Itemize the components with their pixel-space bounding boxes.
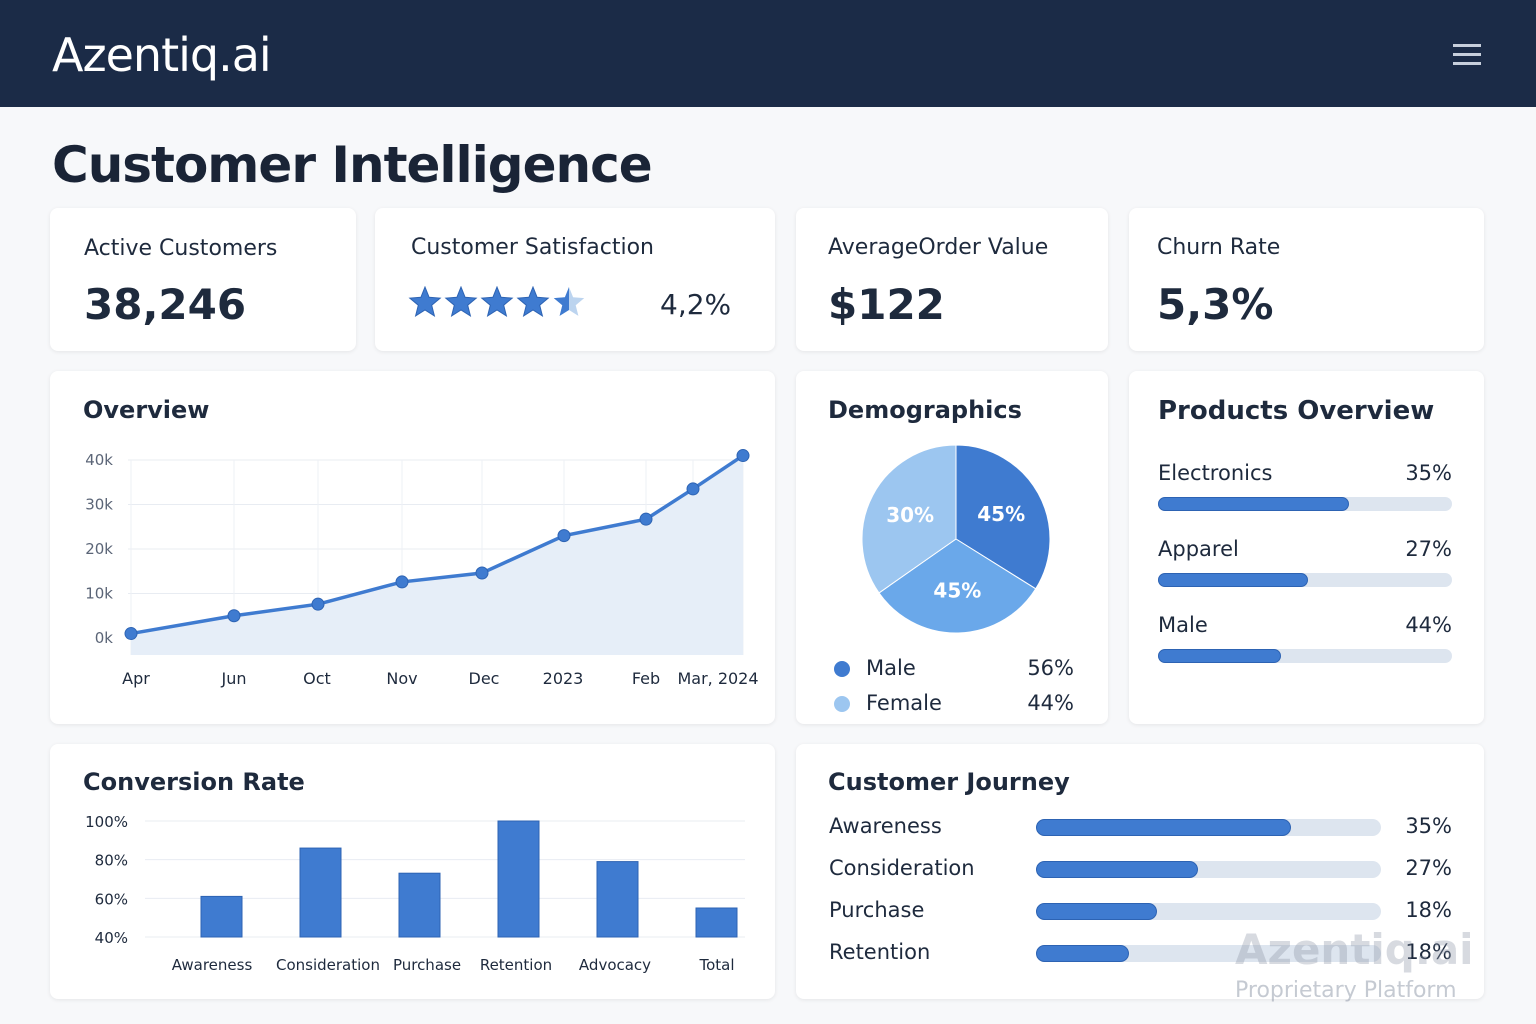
star-half-icon: [553, 287, 569, 316]
journey-value: 18%: [1405, 940, 1452, 964]
product-label: Apparel: [1158, 537, 1239, 561]
data-point: [475, 566, 489, 580]
data-point: [124, 627, 138, 641]
data-point: [736, 449, 750, 463]
kpi-label: AverageOrder Value: [828, 235, 1049, 260]
progress-bar: [1158, 573, 1452, 587]
progress-bar: [1036, 819, 1381, 836]
card-title: Overview: [83, 396, 210, 424]
journey-label: Retention: [829, 940, 931, 964]
kpi-value: 4,2%: [660, 288, 732, 321]
product-value: 27%: [1405, 537, 1452, 561]
progress-bar: [1036, 945, 1381, 962]
area-fill: [131, 455, 743, 655]
logo[interactable]: Azentiq.ai: [52, 28, 272, 82]
kpi-churn-rate: Churn Rate 5,3%: [1129, 208, 1484, 351]
y-tick-label: 30k: [85, 496, 113, 514]
card-title: Customer Journey: [828, 768, 1070, 796]
kpi-label: Customer Satisfaction: [411, 235, 654, 260]
journey-card: Customer Journey Awareness 35% Considerati…: [796, 744, 1484, 999]
hamburger-icon[interactable]: [1453, 44, 1481, 68]
conversion-card: Conversion Rate: [50, 744, 775, 999]
star-icon: [408, 286, 442, 317]
card-title: Conversion Rate: [83, 768, 305, 796]
card-title: Products Overview: [1158, 396, 1435, 426]
product-value: 44%: [1405, 613, 1452, 637]
y-tick-label: 40k: [85, 451, 113, 469]
kpi-satisfaction: Customer Satisfaction 4,2%: [375, 208, 775, 351]
kpi-label: Active Customers: [84, 236, 278, 261]
products-card: Products Overview Electronics 35% Apparel 2…: [1129, 371, 1484, 724]
star-icon: [480, 286, 514, 317]
kpi-value: 5,3%: [1157, 280, 1274, 329]
x-tick-label: 2023: [543, 669, 584, 688]
kpi-value: 38,246: [84, 280, 247, 329]
legend-value: 44%: [1027, 691, 1074, 715]
journey-label: Awareness: [829, 814, 942, 838]
data-point: [227, 609, 241, 623]
legend-dot-icon: [834, 696, 850, 712]
journey-label: Consideration: [829, 856, 975, 880]
kpi-average-order-value: AverageOrder Value $122: [796, 208, 1108, 351]
progress-bar: [1036, 861, 1381, 878]
journey-value: 35%: [1405, 814, 1452, 838]
card-title: Demographics: [828, 396, 1022, 424]
journey-value: 27%: [1405, 856, 1452, 880]
x-tick-label: Apr: [122, 669, 150, 688]
data-point: [395, 575, 409, 589]
watermark-logo: Azentiq.ai: [1235, 925, 1474, 974]
kpi-value: $122: [828, 280, 945, 329]
data-point: [686, 482, 700, 496]
progress-bar: [1158, 497, 1452, 511]
data-point: [639, 512, 653, 526]
journey-value: 18%: [1405, 898, 1452, 922]
legend-value: 56%: [1027, 656, 1074, 680]
product-label: Male: [1158, 613, 1208, 637]
kpi-label: Churn Rate: [1157, 235, 1281, 260]
x-tick-label: Mar, 2024: [677, 669, 758, 688]
product-value: 35%: [1405, 461, 1452, 485]
kpi-active-customers: Active Customers 38,246: [50, 208, 356, 351]
y-tick-label: 10k: [85, 585, 113, 603]
x-tick-label: Nov: [386, 669, 417, 688]
x-tick-label: Feb: [632, 669, 660, 688]
legend-label: Female: [866, 691, 942, 715]
star-icon: [444, 286, 478, 317]
progress-bar: [1036, 903, 1381, 920]
watermark-subtitle: Proprietary Platform: [1235, 978, 1457, 1003]
star-rating: [408, 286, 585, 317]
y-tick-label: 20k: [85, 540, 113, 558]
y-tick-label: 0k: [95, 629, 114, 647]
journey-label: Purchase: [829, 898, 925, 922]
data-point: [557, 529, 571, 543]
x-tick-label: Dec: [469, 669, 500, 688]
data-point: [311, 597, 325, 611]
legend-label: Male: [866, 656, 916, 680]
page-title: Customer Intelligence: [52, 136, 653, 194]
x-tick-label: Oct: [303, 669, 331, 688]
demographics-card: Demographics Male 56% Female 44%: [796, 371, 1108, 724]
product-label: Electronics: [1158, 461, 1273, 485]
star-icon: [516, 286, 550, 317]
top-bar: Azentiq.ai: [0, 0, 1536, 107]
legend-dot-icon: [834, 661, 850, 677]
x-tick-label: Jun: [221, 669, 247, 688]
progress-bar: [1158, 649, 1452, 663]
